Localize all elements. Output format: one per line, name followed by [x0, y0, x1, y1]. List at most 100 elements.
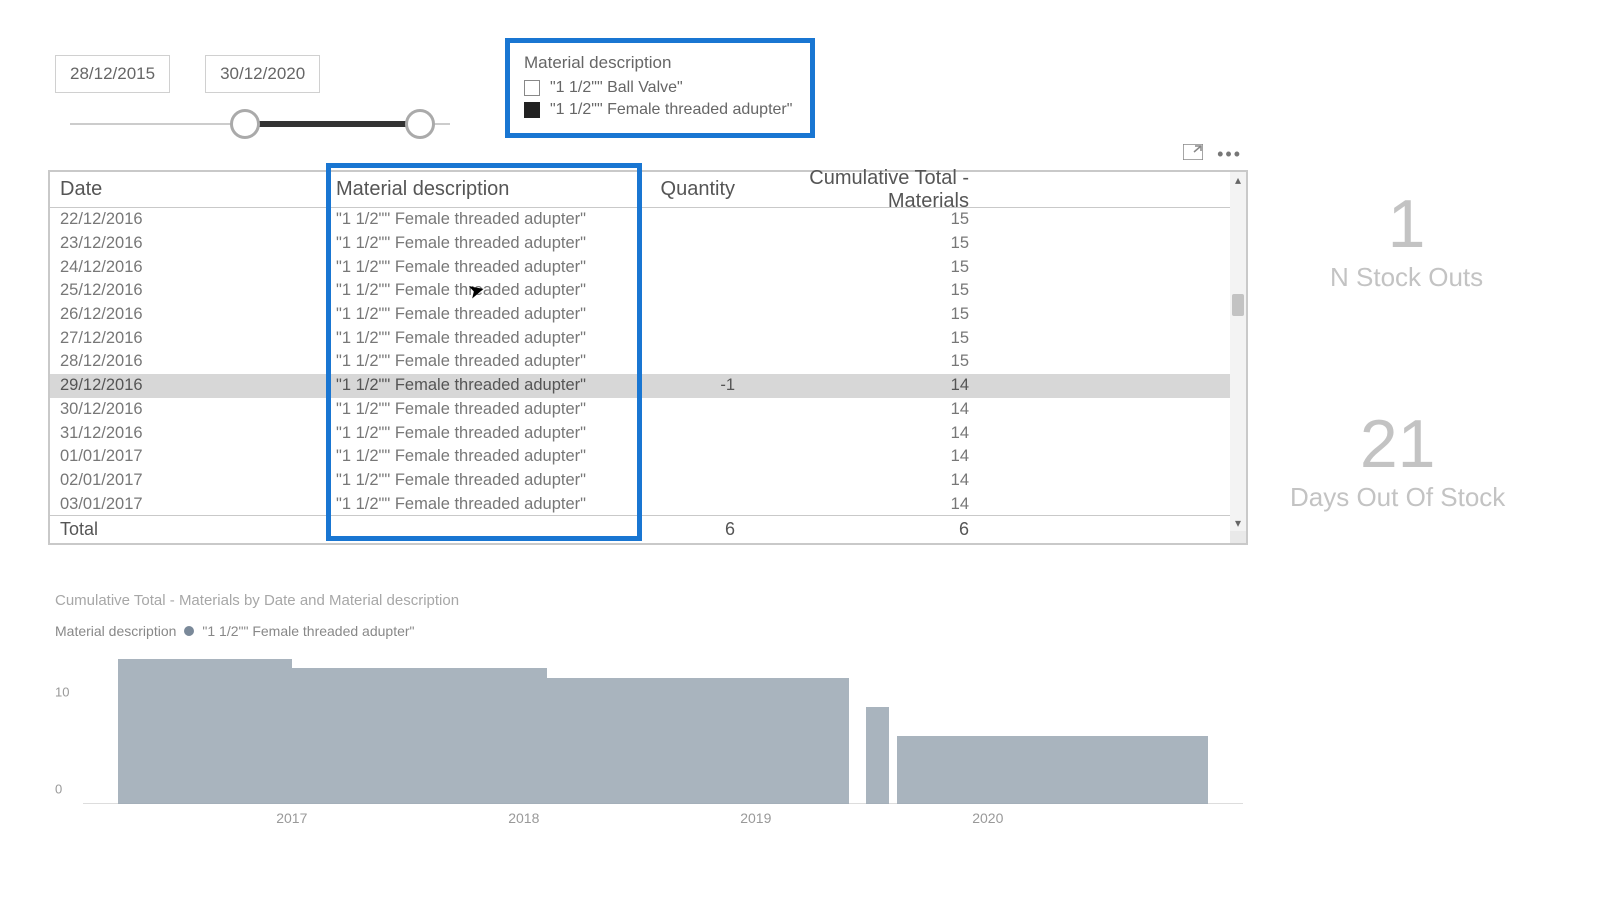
cell-date: 02/01/2017: [50, 471, 330, 490]
total-label: Total: [50, 519, 330, 540]
slider-handle-end[interactable]: [405, 109, 435, 139]
cell-date: 26/12/2016: [50, 305, 330, 324]
resize-grip[interactable]: [1230, 531, 1246, 543]
cell-cumulative: 15: [745, 281, 995, 300]
material-description-slicer[interactable]: Material description "1 1/2"" Ball Valve…: [505, 38, 815, 138]
chart-area-segment: [292, 668, 547, 804]
cumulative-chart[interactable]: Cumulative Total - Materials by Date and…: [55, 592, 1245, 804]
legend-marker-icon: [184, 626, 194, 636]
table-row[interactable]: 02/01/2017"1 1/2"" Female threaded adupt…: [50, 469, 1230, 493]
table-row[interactable]: 29/12/2016"1 1/2"" Female threaded adupt…: [50, 374, 1230, 398]
cell-cumulative: 14: [745, 376, 995, 395]
date-slider-track[interactable]: [70, 121, 450, 127]
cell-material: "1 1/2"" Female threaded adupter": [330, 495, 630, 514]
materials-table-visual[interactable]: ••• Date Material description Quantity C…: [48, 170, 1248, 545]
kpi-label: Days Out Of Stock: [1290, 482, 1505, 513]
table-total-row: Total 6 6: [50, 515, 1230, 543]
date-range-slicer[interactable]: 28/12/2015 30/12/2020: [55, 55, 455, 127]
table-row[interactable]: 03/01/2017"1 1/2"" Female threaded adupt…: [50, 492, 1230, 515]
cell-cumulative: 15: [745, 258, 995, 277]
cell-date: 24/12/2016: [50, 258, 330, 277]
table-row[interactable]: 26/12/2016"1 1/2"" Female threaded adupt…: [50, 303, 1230, 327]
cell-material: "1 1/2"" Female threaded adupter": [330, 447, 630, 466]
kpi-value: 1: [1330, 190, 1483, 258]
cell-cumulative: 14: [745, 424, 995, 443]
cell-material: "1 1/2"" Female threaded adupter": [330, 234, 630, 253]
chart-area-segment: [118, 659, 292, 804]
slicer-title: Material description: [524, 53, 796, 73]
kpi-value: 21: [1290, 410, 1505, 478]
focus-mode-icon[interactable]: [1183, 144, 1203, 165]
slider-selection: [245, 121, 420, 127]
table-row[interactable]: 22/12/2016"1 1/2"" Female threaded adupt…: [50, 208, 1230, 232]
x-axis-tick: 2017: [276, 810, 307, 826]
cell-quantity: -1: [630, 376, 745, 395]
cell-cumulative: 15: [745, 329, 995, 348]
table-row[interactable]: 28/12/2016"1 1/2"" Female threaded adupt…: [50, 350, 1230, 374]
checkbox-icon[interactable]: [524, 102, 540, 118]
slider-handle-start[interactable]: [230, 109, 260, 139]
cell-date: 25/12/2016: [50, 281, 330, 300]
col-header-quantity[interactable]: Quantity: [630, 178, 745, 201]
kpi-stock-outs: 1 N Stock Outs: [1330, 190, 1483, 293]
cell-date: 03/01/2017: [50, 495, 330, 514]
slicer-item[interactable]: "1 1/2"" Ball Valve": [524, 79, 796, 97]
cell-date: 27/12/2016: [50, 329, 330, 348]
cell-date: 29/12/2016: [50, 376, 330, 395]
cell-cumulative: 14: [745, 447, 995, 466]
chart-plot-area[interactable]: 0102017201820192020: [83, 649, 1243, 804]
more-options-icon[interactable]: •••: [1217, 144, 1242, 165]
table-row[interactable]: 24/12/2016"1 1/2"" Female threaded adupt…: [50, 255, 1230, 279]
scroll-thumb[interactable]: [1232, 294, 1244, 316]
scroll-down-icon[interactable]: ▾: [1230, 515, 1246, 531]
cell-date: 28/12/2016: [50, 352, 330, 371]
checkbox-icon[interactable]: [524, 80, 540, 96]
cell-date: 01/01/2017: [50, 447, 330, 466]
scroll-up-icon[interactable]: ▴: [1230, 172, 1246, 188]
cell-cumulative: 15: [745, 352, 995, 371]
table-header-row: Date Material description Quantity Cumul…: [50, 172, 1230, 208]
cell-material: "1 1/2"" Female threaded adupter": [330, 424, 630, 443]
cell-material: "1 1/2"" Female threaded adupter": [330, 376, 630, 395]
x-axis-tick: 2018: [508, 810, 539, 826]
slicer-item-label: "1 1/2"" Ball Valve": [550, 79, 683, 97]
cell-material: "1 1/2"" Female threaded adupter": [330, 210, 630, 229]
total-cum: 6: [745, 519, 995, 540]
col-header-date[interactable]: Date: [50, 178, 330, 201]
y-axis-tick: 0: [55, 782, 62, 797]
x-axis-tick: 2020: [972, 810, 1003, 826]
cell-cumulative: 15: [745, 234, 995, 253]
slicer-item[interactable]: "1 1/2"" Female threaded adupter": [524, 101, 796, 119]
cell-date: 31/12/2016: [50, 424, 330, 443]
cell-cumulative: 14: [745, 471, 995, 490]
kpi-label: N Stock Outs: [1330, 262, 1483, 293]
y-axis-tick: 10: [55, 685, 69, 700]
table-row[interactable]: 23/12/2016"1 1/2"" Female threaded adupt…: [50, 232, 1230, 256]
cell-date: 23/12/2016: [50, 234, 330, 253]
x-axis-tick: 2019: [740, 810, 771, 826]
table-row[interactable]: 01/01/2017"1 1/2"" Female threaded adupt…: [50, 445, 1230, 469]
col-header-material[interactable]: Material description: [330, 178, 630, 201]
date-start-box[interactable]: 28/12/2015: [55, 55, 170, 93]
cell-cumulative: 14: [745, 400, 995, 419]
chart-legend: Material description "1 1/2"" Female thr…: [55, 623, 1245, 639]
table-row[interactable]: 30/12/2016"1 1/2"" Female threaded adupt…: [50, 398, 1230, 422]
table-row[interactable]: 25/12/2016"1 1/2"" Female threaded adupt…: [50, 279, 1230, 303]
cell-date: 30/12/2016: [50, 400, 330, 419]
cell-date: 22/12/2016: [50, 210, 330, 229]
cell-material: "1 1/2"" Female threaded adupter": [330, 305, 630, 324]
cell-cumulative: 14: [745, 495, 995, 514]
col-header-cumulative[interactable]: Cumulative Total - Materials: [745, 167, 995, 213]
table-row[interactable]: 31/12/2016"1 1/2"" Female threaded adupt…: [50, 421, 1230, 445]
cell-material: "1 1/2"" Female threaded adupter": [330, 329, 630, 348]
total-qty: 6: [330, 519, 745, 540]
date-end-box[interactable]: 30/12/2020: [205, 55, 320, 93]
cell-material: "1 1/2"" Female threaded adupter": [330, 471, 630, 490]
cell-material: "1 1/2"" Female threaded adupter": [330, 258, 630, 277]
table-row[interactable]: 27/12/2016"1 1/2"" Female threaded adupt…: [50, 326, 1230, 350]
cell-material: "1 1/2"" Female threaded adupter": [330, 400, 630, 419]
legend-title: Material description: [55, 623, 176, 639]
table-vertical-scrollbar[interactable]: ▴ ▾: [1230, 172, 1246, 531]
kpi-days-out-of-stock: 21 Days Out Of Stock: [1290, 410, 1505, 513]
cell-material: "1 1/2"" Female threaded adupter": [330, 352, 630, 371]
